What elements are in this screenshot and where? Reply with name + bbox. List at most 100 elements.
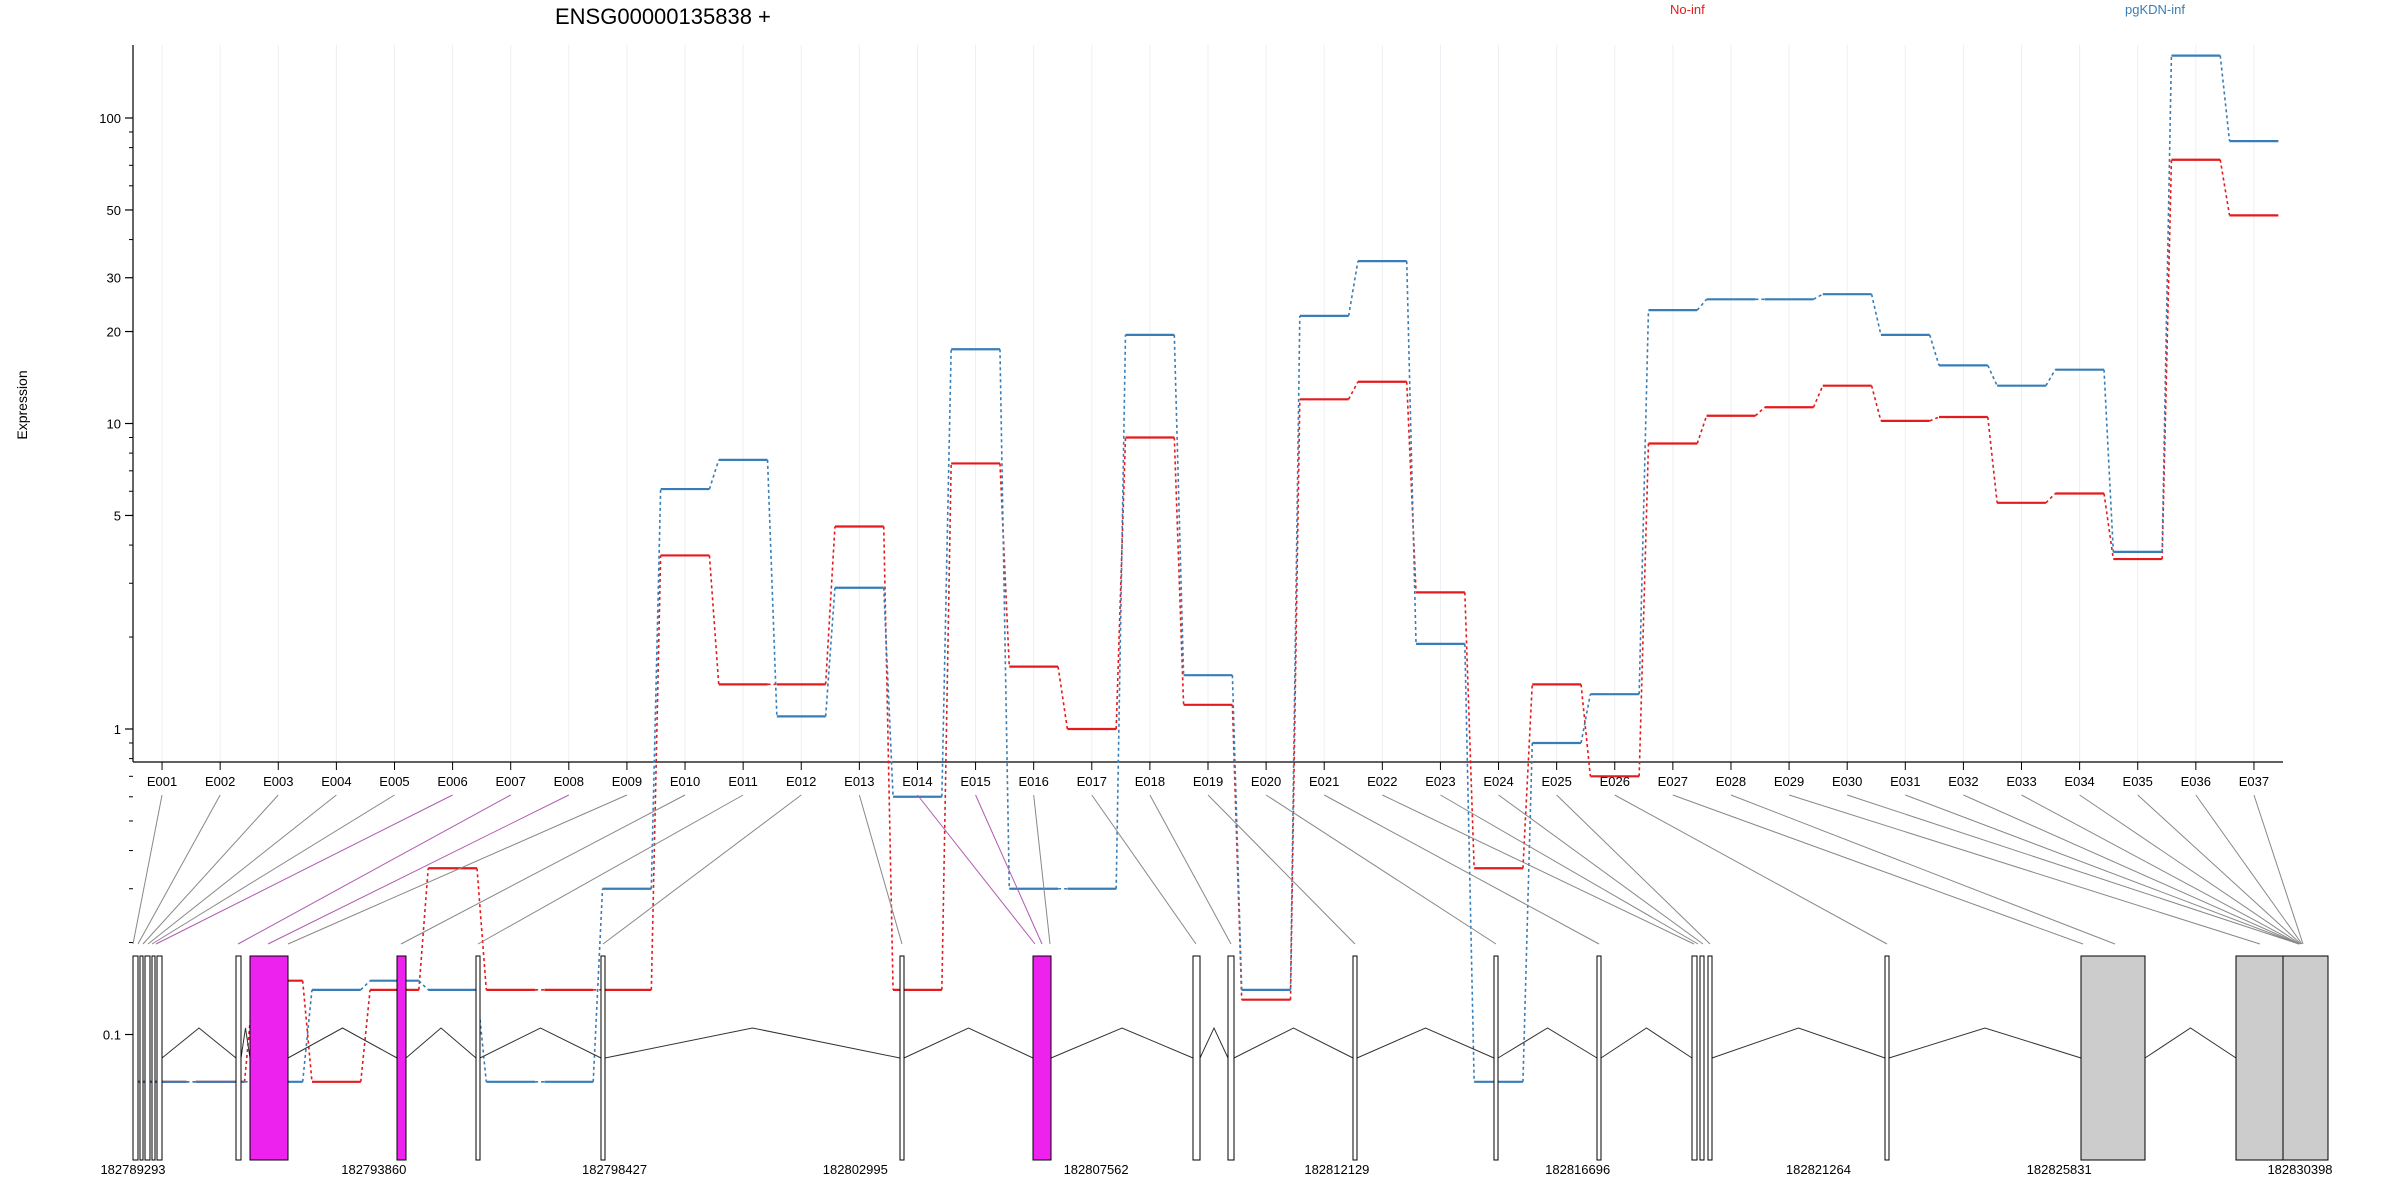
transition-e023 (1464, 592, 1475, 869)
exon-box-21 (1884, 955, 1890, 1161)
exon-box-19 (1699, 955, 1705, 1161)
transition-e010 (708, 555, 720, 685)
connector-e027 (1672, 794, 2084, 945)
connector-e030 (1847, 794, 2300, 945)
connector-e006 (155, 794, 453, 945)
intron (1050, 1027, 1194, 1059)
connector-e009 (287, 794, 628, 945)
exon-box-15 (1352, 955, 1358, 1161)
connector-e037 (2253, 794, 2304, 945)
intron (1233, 1027, 1354, 1059)
connector-e032 (1963, 794, 2300, 945)
intron (1497, 1027, 1598, 1059)
connector-e012 (602, 794, 802, 945)
transition-e026 (1638, 443, 1650, 777)
x-tick-label-e009: E009 (612, 774, 642, 789)
transition-e030 (1870, 294, 1882, 336)
transition-e035 (2161, 159, 2173, 560)
x-tick-label-e023: E023 (1425, 774, 1455, 789)
x-tick-label-e029: E029 (1774, 774, 1804, 789)
transition-e020 (1289, 315, 1301, 990)
x-tick-label-e008: E008 (554, 774, 584, 789)
connector-e031 (1905, 794, 2300, 945)
intron (604, 1027, 901, 1059)
x-tick-label-e035: E035 (2123, 774, 2153, 789)
exon-box-14 (1227, 955, 1235, 1161)
intron (405, 1027, 477, 1059)
gridlines (161, 45, 2255, 762)
y-tick-label: 50 (107, 203, 121, 218)
transition-e025 (1580, 694, 1592, 744)
connector-e021 (1323, 794, 1600, 945)
x-tick-label-e015: E015 (960, 774, 990, 789)
y-tick-label: 10 (107, 417, 121, 432)
connector-e017 (1091, 794, 1197, 945)
connector-e035 (2137, 794, 2302, 945)
transition-e005 (418, 980, 429, 991)
x-tick-label-e027: E027 (1658, 774, 1688, 789)
transition-e034 (2103, 493, 2115, 560)
transition-e033 (2045, 492, 2056, 504)
x-tick-label-e036: E036 (2181, 774, 2211, 789)
connector-e029 (1788, 794, 2261, 945)
exon-box-18 (1691, 955, 1698, 1161)
transition-e021 (1347, 381, 1359, 400)
transition-e022 (1405, 381, 1417, 593)
series-pgkdn-inf (137, 54, 2279, 1083)
connector-e019 (1207, 794, 1356, 945)
transition-e033 (2045, 369, 2056, 387)
exon-box-12 (1032, 955, 1052, 1161)
transition-e036 (2219, 55, 2231, 142)
coord-label: 182789293 (100, 1162, 165, 1177)
connector-e024 (1498, 794, 1704, 945)
connector-e003 (142, 794, 279, 945)
exon-box-1 (132, 955, 139, 1161)
x-tick-label-e007: E007 (496, 774, 526, 789)
x-tick-label-e020: E020 (1251, 774, 1281, 789)
transition-e032 (1987, 416, 1998, 503)
series-lines (137, 54, 2279, 1083)
transition-e011 (766, 459, 778, 717)
x-tick-label-e034: E034 (2064, 774, 2094, 789)
transition-e024 (1522, 742, 1534, 1082)
transition-e013 (882, 587, 894, 797)
transition-e009 (650, 555, 662, 990)
y-tick-label: 5 (114, 508, 121, 523)
connector-e011 (477, 794, 744, 945)
x-tick-label-e016: E016 (1018, 774, 1048, 789)
x-tick-label-e025: E025 (1541, 774, 1571, 789)
connector-e010 (400, 794, 686, 945)
x-tick-label-e010: E010 (670, 774, 700, 789)
intron (1199, 1026, 1229, 1059)
transition-e027 (1696, 415, 1708, 444)
y-tick-label: 100 (99, 111, 121, 126)
transition-e014 (941, 463, 952, 990)
x-tick-label-e005: E005 (379, 774, 409, 789)
coord-label: 182802995 (823, 1162, 888, 1177)
x-tick-label-e013: E013 (844, 774, 874, 789)
exon-box-17 (1596, 955, 1602, 1161)
x-tick-label-e022: E022 (1367, 774, 1397, 789)
x-tick-label-e033: E033 (2006, 774, 2036, 789)
y-tick-label: 20 (107, 325, 121, 340)
transition-e012 (824, 526, 836, 685)
exon-box-4 (151, 955, 156, 1161)
connector-e001 (132, 794, 163, 945)
x-tick-label-e002: E002 (205, 774, 235, 789)
transition-e016 (1057, 666, 1069, 730)
transition-e018 (1173, 437, 1185, 705)
transition-e014 (941, 349, 952, 797)
x-tick-label-e006: E006 (437, 774, 467, 789)
intron (287, 1027, 398, 1059)
transition-e027 (1696, 298, 1708, 311)
transition-e035 (2161, 55, 2173, 552)
exon-box-7 (249, 955, 289, 1161)
exon-box-5 (156, 955, 163, 1161)
connector-e014 (917, 794, 1036, 945)
transition-e004 (360, 980, 371, 991)
x-tick-label-e026: E026 (1600, 774, 1630, 789)
y-axis-label: Expression (14, 370, 30, 439)
transition-e029 (1812, 385, 1824, 408)
exon-box-22 (2080, 955, 2146, 1161)
